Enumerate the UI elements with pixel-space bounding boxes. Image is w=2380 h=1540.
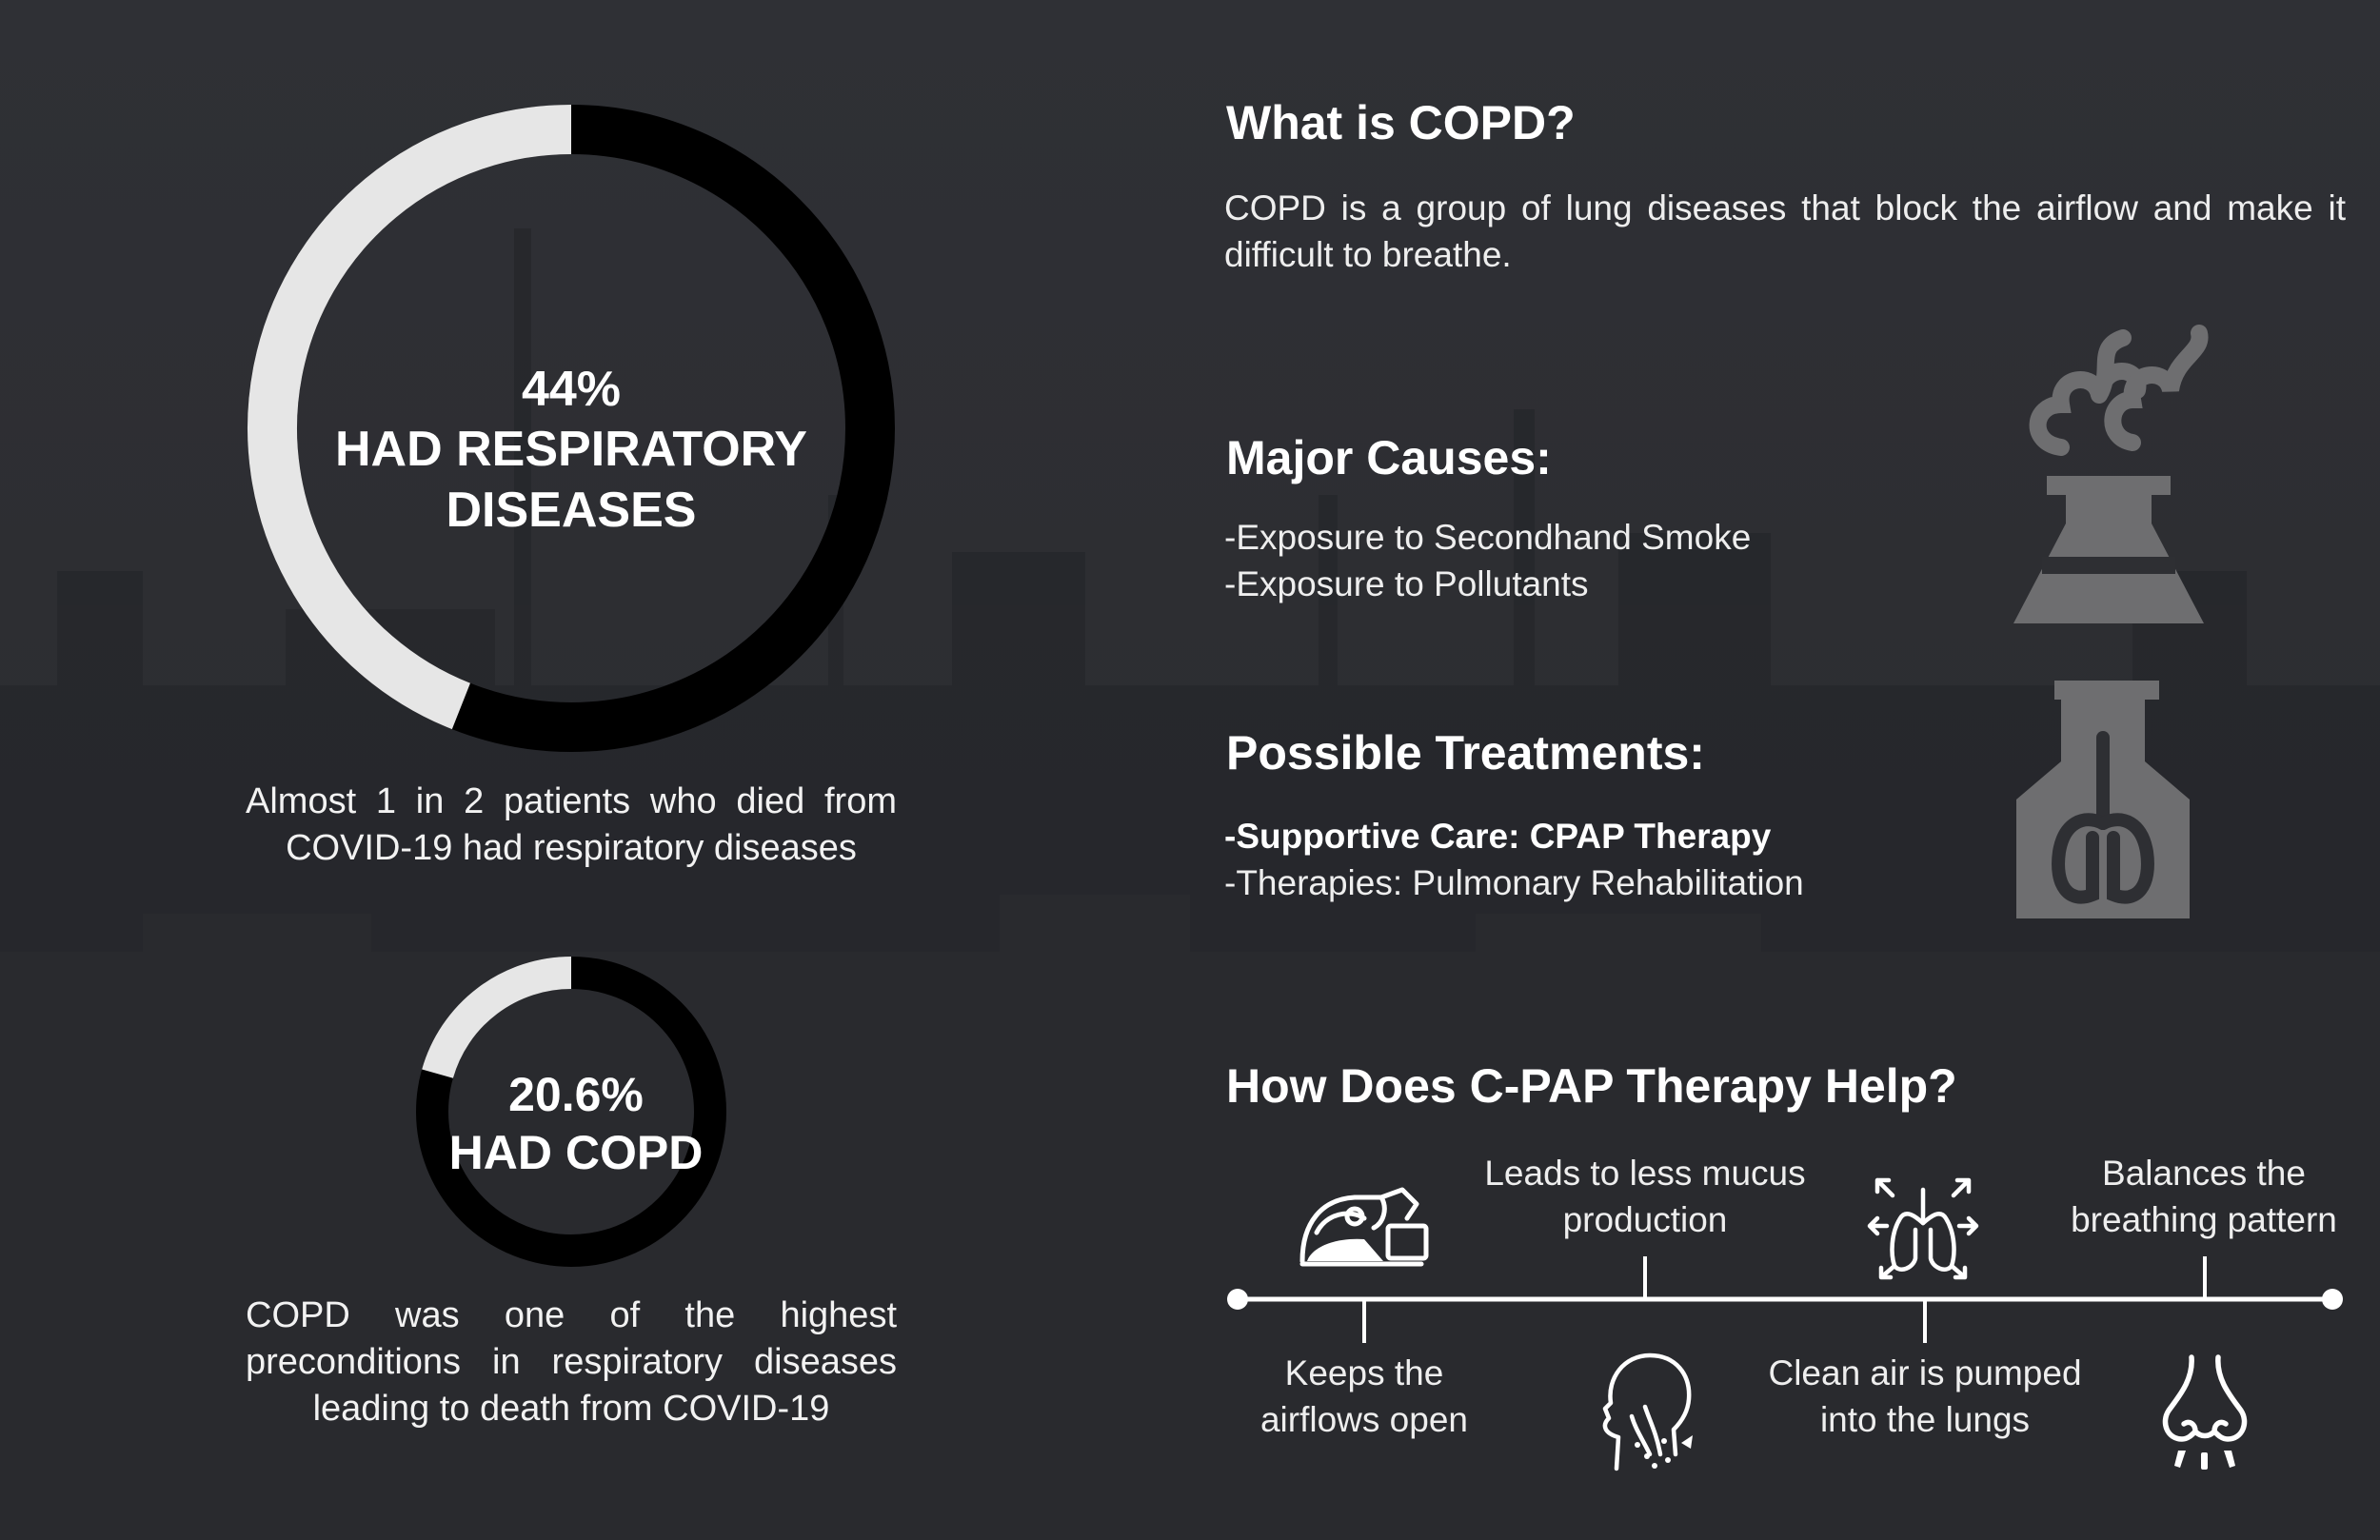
cpap-step-label: Balances the breathing pattern [2071, 1154, 2337, 1239]
timeline-tick [2203, 1256, 2207, 1300]
timeline-tick [1643, 1256, 1647, 1300]
copd-donut-chart [416, 957, 726, 1267]
respiratory-stat-label: 44% HAD RESPIRATORY DISEASES [286, 360, 857, 541]
treatment-item: -Supportive Care: CPAP Therapy [1224, 817, 1772, 856]
treatments-list: -Supportive Care: CPAP Therapy -Therapie… [1224, 813, 1804, 906]
treatment-item: -Therapies: Pulmonary Rehabilitation [1224, 863, 1804, 902]
cpap-step-label: Leads to less mucus production [1484, 1154, 1806, 1239]
factory-smoke-icon [2013, 325, 2209, 623]
possible-treatments-heading: Possible Treatments: [1226, 726, 1705, 780]
donut-filled-arc [422, 957, 572, 1079]
donut-filled-arc [248, 105, 572, 730]
nose-breathing-icon [2162, 1354, 2248, 1470]
lungs-flask-icon [2016, 681, 2190, 918]
respiratory-label-line2: DISEASES [446, 482, 697, 538]
copd-description: COPD is a group of lung diseases that bl… [1224, 188, 2346, 274]
respiratory-caption: Almost 1 in 2 patients who died from COV… [246, 781, 897, 868]
cpap-step-label: Clean air is pumped into the lungs [1768, 1353, 2082, 1439]
cpap-step-label: Keeps the airflows open [1259, 1353, 1468, 1439]
lungs-arrows-icon [1867, 1177, 1979, 1280]
cause-item: -Exposure to Secondhand Smoke [1224, 518, 1752, 557]
copd-stat-label: 20.6% HAD COPD [386, 1066, 766, 1182]
cpap-timeline [1227, 1289, 2343, 1310]
timeline-start-dot [1227, 1289, 1248, 1310]
what-is-copd-heading: What is COPD? [1226, 96, 1576, 149]
copd-caption: COPD was one of the highest precondition… [246, 1295, 897, 1429]
timeline-tick [1923, 1299, 1927, 1343]
causes-list: -Exposure to Secondhand Smoke -Exposure … [1224, 514, 1751, 607]
respiratory-donut-chart [248, 105, 895, 752]
cause-item: -Exposure to Pollutants [1224, 564, 1589, 603]
respiratory-label-line1: HAD RESPIRATORY [335, 422, 807, 478]
throat-mucus-icon [1602, 1352, 1693, 1471]
timeline-tick [1362, 1299, 1366, 1343]
copd-percent: 20.6% [508, 1068, 644, 1121]
respiratory-percent: 44% [521, 362, 622, 417]
cpap-heading: How Does C-PAP Therapy Help? [1226, 1059, 1957, 1113]
major-causes-heading: Major Causes: [1226, 431, 1552, 484]
copd-label-line1: HAD COPD [448, 1126, 704, 1179]
timeline-end-dot [2322, 1289, 2343, 1310]
sleep-apnea-mask-icon [1299, 1187, 1429, 1267]
